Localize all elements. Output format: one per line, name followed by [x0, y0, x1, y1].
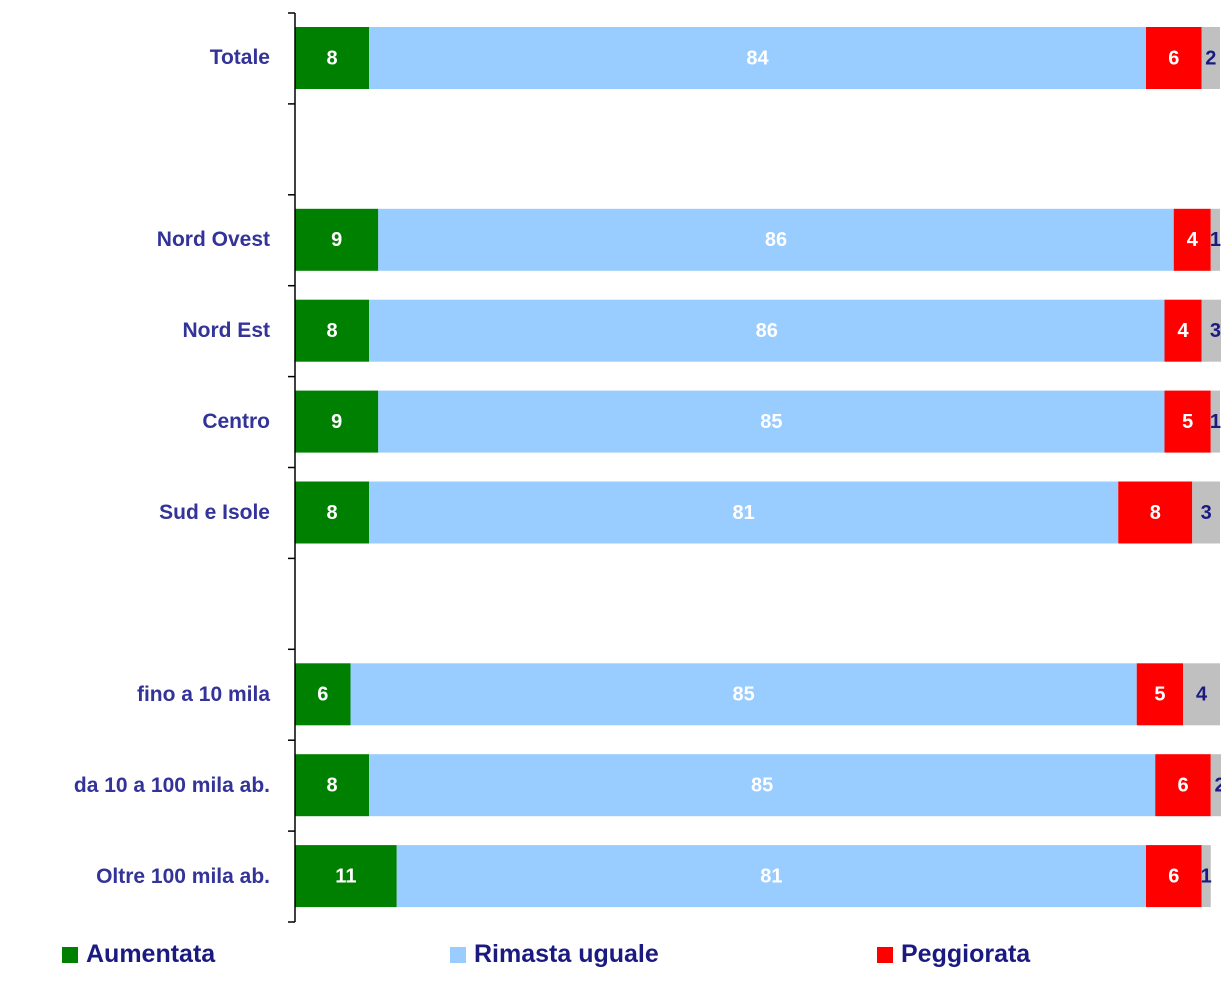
bar-segment [1146, 27, 1202, 89]
bar-segment [350, 663, 1137, 726]
legend-swatch [62, 946, 78, 963]
value-label: 85 [760, 411, 782, 433]
value-label: 6 [317, 684, 328, 706]
value-label: 81 [760, 865, 782, 887]
category-label: Centro [202, 410, 270, 434]
bar-segment [1146, 845, 1202, 908]
value-label: 4 [1177, 320, 1189, 342]
value-label: 3 [1210, 320, 1221, 342]
bar-segment [378, 390, 1165, 453]
bar-segment [1118, 481, 1193, 544]
value-label: 9 [331, 229, 342, 251]
value-label: 6 [1168, 865, 1179, 887]
category-label: da 10 a 100 mila ab. [73, 773, 270, 797]
bar-segment [1183, 663, 1220, 726]
legend-label: Rimasta uguale [474, 940, 659, 968]
bar-segment [1164, 390, 1211, 453]
bar-segment [295, 27, 369, 89]
value-label: 86 [756, 320, 778, 342]
bar-segment [295, 754, 369, 817]
bar-segment [1201, 845, 1211, 908]
bar-segment [396, 845, 1146, 908]
value-label: 1 [1210, 411, 1221, 433]
value-label: 4 [1187, 229, 1199, 251]
bar-segment [1192, 481, 1220, 544]
value-label: 2 [1205, 47, 1216, 69]
value-label: 84 [746, 47, 769, 69]
bar-segment [1164, 299, 1202, 362]
legend-item: Peggiorata [877, 940, 1030, 969]
value-label: 8 [326, 502, 337, 524]
value-label: 85 [751, 774, 773, 796]
value-label: 2 [1214, 774, 1221, 796]
category-label: Sud e Isole [159, 500, 270, 524]
bar-segment [295, 481, 369, 544]
value-label: 8 [326, 320, 337, 342]
category-label: fino a 10 mila [136, 682, 270, 706]
legend-label: Aumentata [86, 940, 216, 968]
bar-segment [1173, 208, 1211, 271]
bar-segment [1210, 208, 1220, 271]
legend-label: Peggiorata [901, 940, 1031, 968]
value-label: 5 [1154, 684, 1165, 706]
bar-segment [1201, 299, 1221, 362]
value-label: 85 [733, 684, 755, 706]
value-label: 9 [331, 411, 342, 433]
value-label: 81 [733, 502, 755, 524]
bar-segment [1155, 754, 1211, 817]
category-label: Nord Ovest [156, 228, 270, 252]
bar-segment [378, 208, 1174, 271]
bar-segment [369, 754, 1156, 817]
value-label: 8 [1150, 502, 1161, 524]
bar-segment [295, 390, 379, 453]
bar-segment [369, 27, 1146, 89]
bar-segment [295, 845, 397, 908]
value-label: 6 [1177, 774, 1188, 796]
category-label: Oltre 100 mila ab. [96, 864, 270, 888]
bar-segment [1201, 27, 1220, 89]
bar-segment [1136, 663, 1183, 726]
value-label: 1 [1210, 229, 1221, 251]
legend-swatch [450, 946, 466, 963]
value-label: 11 [335, 865, 356, 887]
bar-segment [1210, 390, 1220, 453]
category-label: Totale [209, 46, 270, 70]
bar-segment [369, 481, 1119, 544]
legend-swatch [877, 946, 893, 963]
bar-segment [295, 299, 369, 362]
bar-segment [295, 208, 379, 271]
value-label: 6 [1168, 47, 1179, 69]
legend-item: Rimasta uguale [450, 940, 659, 969]
bar-segment [369, 299, 1165, 362]
value-label: 4 [1196, 684, 1208, 706]
category-label: Nord Est [182, 319, 270, 343]
value-label: 8 [326, 47, 337, 69]
value-label: 5 [1182, 411, 1193, 433]
value-label: 1 [1201, 865, 1212, 887]
bar-segment [295, 663, 351, 726]
bar-segment [1210, 754, 1221, 817]
value-label: 86 [765, 229, 787, 251]
legend-item: Aumentata [62, 940, 215, 969]
value-label: 8 [326, 774, 337, 796]
value-label: 3 [1201, 502, 1212, 524]
